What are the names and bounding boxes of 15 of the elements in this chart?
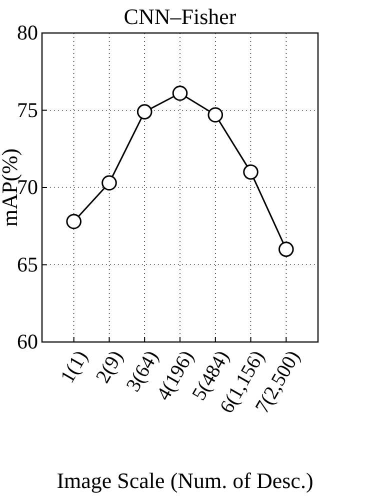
- y-tick-label: 80: [17, 20, 38, 45]
- point: [66, 214, 82, 230]
- x-tick-label: 1(1): [56, 347, 92, 387]
- point: [172, 86, 188, 101]
- point: [208, 107, 224, 123]
- x-axis-title: Image Scale (Num. of Desc.): [56, 468, 314, 493]
- point: [136, 104, 152, 120]
- y-tick-label: 65: [17, 252, 38, 276]
- y-tick-label: 60: [17, 330, 38, 354]
- y-tick-label: 75: [17, 98, 38, 122]
- chart-title: CNN–Fisher: [124, 4, 237, 29]
- point: [278, 242, 294, 257]
- x-tick-label: 2(9): [92, 347, 128, 387]
- point: [102, 175, 117, 191]
- point: [243, 164, 258, 180]
